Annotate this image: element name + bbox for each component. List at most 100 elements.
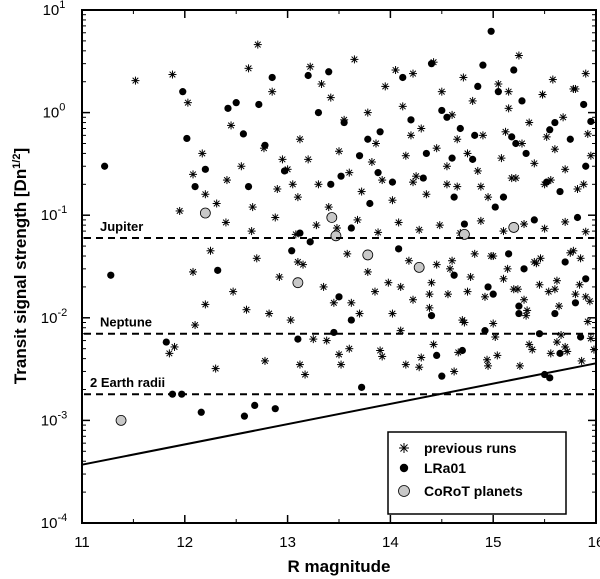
previous-runs-point — [484, 361, 493, 370]
previous-runs-point — [511, 174, 520, 183]
lra01-point — [530, 216, 538, 224]
previous-runs-point — [503, 264, 512, 273]
previous-runs-point — [552, 338, 561, 347]
lra01-point — [239, 130, 247, 138]
lra01-point — [224, 104, 232, 112]
lra01-point — [325, 68, 333, 76]
previous-runs-point — [468, 96, 477, 105]
previous-runs-point — [579, 180, 588, 189]
previous-runs-point — [557, 330, 566, 339]
previous-runs-point — [515, 361, 524, 370]
previous-runs-point — [571, 290, 580, 299]
previous-runs-point — [273, 185, 282, 194]
previous-runs-point — [278, 155, 287, 164]
previous-runs-point — [466, 272, 475, 281]
previous-runs-point — [575, 280, 584, 289]
legend-label-lra01: LRa01 — [424, 460, 466, 476]
previous-runs-point — [427, 278, 436, 287]
x-tick-label: 15 — [485, 534, 502, 551]
previous-runs-point — [581, 69, 590, 78]
previous-runs-point — [175, 206, 184, 215]
reference-line-label: Jupiter — [100, 219, 143, 234]
previous-runs-point — [293, 257, 302, 266]
lra01-point — [494, 88, 502, 96]
previous-runs-point — [550, 285, 559, 294]
previous-runs-point — [329, 298, 338, 307]
previous-runs-point — [429, 340, 438, 349]
previous-runs-point — [248, 203, 257, 212]
previous-runs-point — [435, 221, 444, 230]
previous-runs-point — [229, 287, 238, 296]
lra01-point — [358, 383, 366, 391]
lra01-point — [201, 165, 209, 173]
x-tick-label: 13 — [279, 534, 296, 551]
lra01-point — [566, 135, 574, 143]
previous-runs-point — [191, 321, 200, 330]
legend-marker-corot-planets — [398, 485, 410, 497]
previous-runs-point — [470, 249, 479, 258]
previous-runs-point — [253, 40, 262, 49]
previous-runs-point — [312, 221, 321, 230]
previous-runs-point — [170, 342, 179, 351]
previous-runs-point — [409, 69, 418, 78]
previous-runs-point — [319, 282, 328, 291]
lra01-point — [573, 213, 582, 222]
y-tick-label: 10-3 — [41, 409, 67, 429]
lra01-point — [355, 152, 364, 160]
previous-runs-point — [168, 70, 177, 79]
previous-runs-point — [536, 254, 545, 263]
previous-runs-point — [301, 370, 310, 379]
previous-runs-point — [504, 104, 513, 113]
previous-runs-point — [265, 309, 274, 318]
previous-runs-point — [530, 159, 539, 168]
y-tick-label: 101 — [43, 0, 66, 19]
lra01-point — [366, 199, 374, 208]
previous-runs-point — [480, 292, 489, 301]
lra01-point — [551, 118, 559, 127]
lra01-point — [443, 113, 451, 121]
lra01-point — [296, 229, 304, 237]
previous-runs-point — [561, 217, 570, 226]
lra01-point — [487, 27, 495, 35]
previous-runs-point — [252, 254, 261, 263]
previous-runs-point — [463, 149, 472, 158]
previous-runs-point — [237, 162, 246, 171]
corot-planet-point — [508, 222, 520, 233]
lra01-point — [179, 88, 187, 96]
previous-runs-point — [345, 168, 354, 177]
previous-runs-point — [394, 218, 403, 227]
lra01-point — [261, 141, 269, 149]
previous-runs-point — [309, 335, 318, 344]
previous-runs-point — [286, 316, 295, 325]
lra01-point — [474, 82, 482, 91]
previous-runs-point — [322, 336, 331, 345]
previous-runs-point — [554, 302, 563, 311]
previous-runs-point — [326, 93, 335, 102]
lra01-point — [561, 258, 569, 266]
lra01-point — [456, 124, 464, 133]
lra01-point — [543, 178, 551, 186]
previous-runs-point — [227, 121, 236, 130]
data-marks — [101, 27, 598, 426]
previous-runs-point — [442, 162, 451, 171]
previous-runs-point — [493, 351, 502, 360]
previous-runs-point — [571, 84, 580, 93]
previous-runs-point — [548, 75, 557, 84]
lra01-point — [576, 333, 585, 341]
previous-runs-point — [242, 305, 251, 314]
previous-runs-point — [275, 272, 284, 281]
lra01-point — [374, 169, 382, 177]
previous-runs-point — [513, 285, 522, 294]
lra01-point — [450, 271, 458, 279]
previous-runs-point — [530, 257, 539, 266]
previous-runs-point — [406, 131, 415, 140]
previous-runs-point — [335, 147, 343, 156]
x-tick-label: 16 — [588, 534, 600, 551]
previous-runs-point — [295, 360, 304, 369]
previous-runs-point — [561, 342, 570, 351]
lra01-point — [280, 167, 289, 175]
lra01-point — [191, 182, 199, 191]
previous-runs-point — [523, 306, 532, 315]
lra01-point — [551, 309, 559, 318]
previous-runs-point — [268, 87, 277, 96]
